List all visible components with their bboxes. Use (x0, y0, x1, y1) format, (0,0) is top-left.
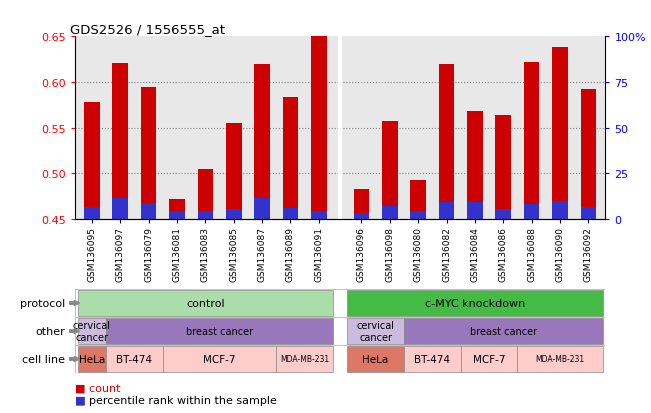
Text: BT-474: BT-474 (117, 354, 152, 364)
Bar (410, 180, 426, 219)
Bar (353, 190, 369, 219)
Text: MCF-7: MCF-7 (203, 354, 236, 364)
Bar (226, 209, 242, 219)
Bar (77, 318, 106, 344)
Text: ■ percentile rank within the sample: ■ percentile rank within the sample (75, 395, 277, 405)
Bar (495, 116, 511, 219)
Bar (283, 209, 298, 219)
Text: cervical
cancer: cervical cancer (357, 320, 395, 342)
Bar (311, 211, 327, 219)
Bar (106, 346, 163, 373)
Bar (84, 208, 100, 219)
Bar (581, 208, 596, 219)
Bar (552, 201, 568, 219)
Text: breast cancer: breast cancer (186, 326, 253, 336)
Bar (552, 48, 568, 219)
Bar (226, 124, 242, 219)
Bar (467, 202, 483, 219)
Text: MDA-MB-231: MDA-MB-231 (280, 355, 329, 363)
Bar (163, 346, 276, 373)
Bar (113, 64, 128, 219)
Bar (347, 346, 404, 373)
Bar (197, 169, 213, 219)
Bar (524, 205, 540, 219)
Text: cervical
cancer: cervical cancer (73, 320, 111, 342)
Bar (255, 199, 270, 219)
Bar (77, 346, 106, 373)
Bar (439, 202, 454, 219)
Bar (197, 211, 213, 219)
Text: protocol: protocol (20, 298, 65, 308)
Text: c-MYC knockdown: c-MYC knockdown (425, 298, 525, 308)
Text: MCF-7: MCF-7 (473, 354, 505, 364)
Text: MDA-MB-231: MDA-MB-231 (536, 355, 585, 363)
Bar (283, 98, 298, 219)
Bar (524, 63, 540, 219)
Bar (255, 64, 270, 219)
Bar (382, 122, 398, 219)
Bar (169, 199, 185, 219)
Text: BT-474: BT-474 (414, 354, 450, 364)
Bar (141, 204, 156, 219)
Bar (113, 199, 128, 219)
Bar (353, 213, 369, 219)
Bar (347, 318, 404, 344)
Bar (106, 318, 333, 344)
Text: HeLa: HeLa (79, 354, 105, 364)
Bar (404, 346, 461, 373)
Bar (495, 209, 511, 219)
Bar (77, 290, 333, 317)
Bar (169, 211, 185, 219)
Bar (141, 87, 156, 219)
Text: HeLa: HeLa (363, 354, 389, 364)
Text: ■ count: ■ count (75, 382, 120, 392)
Bar (439, 64, 454, 219)
Bar (311, 37, 327, 219)
Bar (518, 346, 603, 373)
Bar (84, 103, 100, 219)
Bar (410, 211, 426, 219)
Text: ■: ■ (75, 395, 85, 405)
Bar (461, 346, 518, 373)
Text: other: other (35, 326, 65, 336)
Text: breast cancer: breast cancer (470, 326, 537, 336)
Text: control: control (186, 298, 225, 308)
Text: GDS2526 / 1556555_at: GDS2526 / 1556555_at (70, 23, 225, 36)
Bar (276, 346, 333, 373)
Bar (467, 112, 483, 219)
Bar (404, 318, 603, 344)
Text: cell line: cell line (22, 354, 65, 364)
Bar (347, 290, 603, 317)
Bar (581, 90, 596, 219)
Bar (382, 207, 398, 219)
